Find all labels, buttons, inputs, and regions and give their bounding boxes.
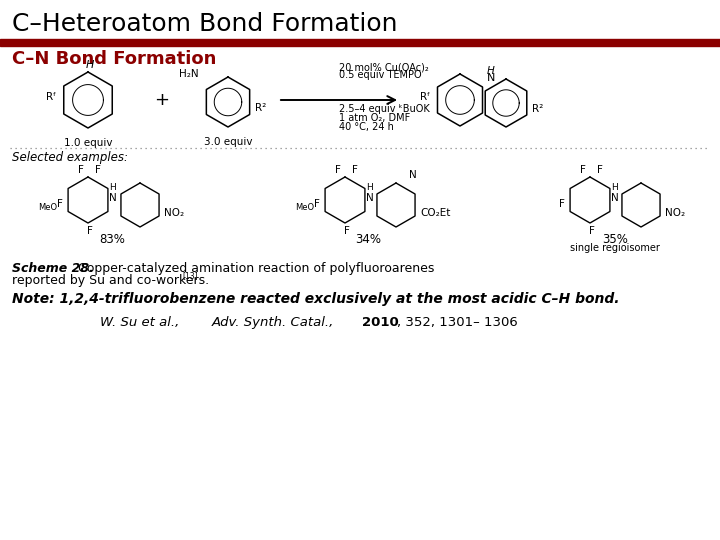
Text: Rᶠ: Rᶠ (420, 92, 430, 102)
Text: Note: 1,2,4-trifluorobenzene reacted exclusively at the most acidic C–H bond.: Note: 1,2,4-trifluorobenzene reacted exc… (12, 292, 619, 306)
Text: F: F (78, 165, 84, 175)
Text: N: N (109, 193, 117, 203)
Text: 35%: 35% (602, 233, 628, 246)
Text: F: F (352, 165, 358, 175)
Text: single regioisomer: single regioisomer (570, 243, 660, 253)
Text: F: F (335, 165, 341, 175)
Text: CO₂Et: CO₂Et (420, 208, 451, 218)
Text: F: F (314, 199, 320, 209)
Text: , 352, 1301– 1306: , 352, 1301– 1306 (397, 316, 518, 329)
Text: N: N (366, 193, 374, 203)
Text: F: F (597, 165, 603, 175)
Text: H: H (86, 60, 94, 70)
Text: H: H (611, 183, 618, 192)
Text: 1.0 equiv: 1.0 equiv (64, 138, 112, 148)
Text: C–Heteroatom Bond Formation: C–Heteroatom Bond Formation (12, 12, 397, 36)
Text: Selected examples:: Selected examples: (12, 151, 128, 164)
Text: C–N Bond Formation: C–N Bond Formation (12, 50, 217, 68)
Text: 1 atm O₂, DMF: 1 atm O₂, DMF (339, 113, 410, 123)
Text: 2.5–4 equiv ᵏBuOK: 2.5–4 equiv ᵏBuOK (339, 104, 430, 114)
Text: W. Su et al.,: W. Su et al., (100, 316, 179, 329)
Text: 3.0 equiv: 3.0 equiv (204, 137, 252, 147)
Text: H: H (366, 183, 373, 192)
Text: Copper-catalyzed amination reaction of polyfluoroarenes: Copper-catalyzed amination reaction of p… (78, 262, 434, 275)
Text: 34%: 34% (355, 233, 381, 246)
Text: F: F (95, 165, 101, 175)
Text: NO₂: NO₂ (665, 208, 685, 218)
Text: F: F (57, 199, 63, 209)
Text: R²: R² (255, 103, 266, 113)
Text: H: H (487, 66, 495, 76)
Text: N: N (487, 73, 495, 83)
Text: R²: R² (532, 104, 544, 114)
Bar (0, 39, 720, 46)
Text: F: F (559, 199, 565, 209)
Text: +: + (155, 91, 169, 109)
Text: 40 °C, 24 h: 40 °C, 24 h (339, 122, 394, 132)
Text: F: F (87, 226, 93, 236)
Text: 2010: 2010 (362, 316, 399, 329)
Text: F: F (589, 226, 595, 236)
Text: N: N (409, 170, 417, 180)
Text: 83%: 83% (99, 233, 125, 246)
Text: Scheme 28.: Scheme 28. (12, 262, 94, 275)
Text: reported by Su and co-workers.: reported by Su and co-workers. (12, 274, 209, 287)
Text: Rᶠ: Rᶠ (46, 92, 56, 102)
Text: [13]: [13] (182, 271, 197, 280)
Text: MeO: MeO (295, 204, 314, 213)
Text: 20 mol% Cu(OAc)₂: 20 mol% Cu(OAc)₂ (339, 62, 428, 72)
Text: Adv. Synth. Catal.,: Adv. Synth. Catal., (212, 316, 334, 329)
Text: N: N (611, 193, 618, 203)
Text: 0.5 equiv TEMPO: 0.5 equiv TEMPO (339, 70, 422, 80)
Text: H₂N: H₂N (179, 69, 199, 79)
Text: NO₂: NO₂ (164, 208, 184, 218)
Text: F: F (580, 165, 586, 175)
Text: H: H (109, 183, 116, 192)
Text: F: F (344, 226, 350, 236)
Text: MeO: MeO (38, 204, 57, 213)
